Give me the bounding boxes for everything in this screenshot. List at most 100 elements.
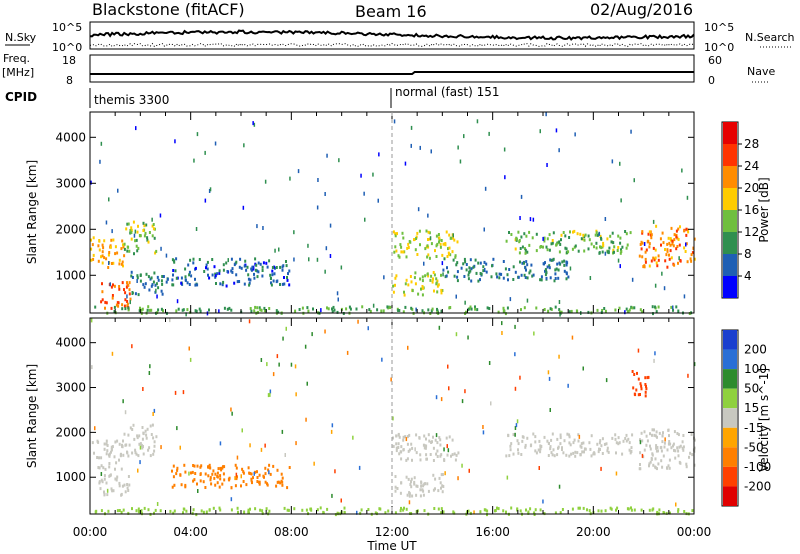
heatmap-cell — [197, 489, 199, 493]
heatmap-cell — [607, 450, 610, 454]
heatmap-cell — [352, 435, 354, 440]
heatmap-cell — [153, 408, 156, 413]
heatmap-cell — [231, 267, 234, 271]
heatmap-cell — [419, 494, 422, 498]
heatmap-cell — [441, 289, 444, 292]
heatmap-cell — [630, 508, 633, 512]
heatmap-cell — [662, 454, 665, 458]
heatmap-cell — [425, 457, 428, 461]
heatmap-cell — [143, 506, 146, 510]
heatmap-cell — [124, 307, 127, 311]
heatmap-cell — [619, 236, 622, 240]
heatmap-cell — [316, 257, 319, 262]
heatmap-cell — [630, 305, 633, 309]
heatmap-cell — [442, 485, 445, 488]
heatmap-cell — [663, 445, 666, 449]
cpid-label: CPID — [5, 90, 37, 104]
heatmap-cell — [612, 241, 615, 245]
heatmap-cell — [249, 443, 251, 448]
heatmap-cell — [473, 510, 475, 515]
power-colorbar-step — [723, 254, 737, 276]
heatmap-cell — [514, 352, 516, 357]
heatmap-cell — [659, 237, 662, 241]
heatmap-cell — [147, 240, 150, 244]
heatmap-cell — [636, 371, 638, 375]
heatmap-cell — [549, 276, 552, 280]
heatmap-cell — [545, 112, 547, 117]
heatmap-cell — [625, 232, 628, 236]
heatmap-cell — [94, 510, 97, 514]
heatmap-cell — [144, 282, 147, 286]
heatmap-cell — [517, 275, 520, 279]
heatmap-cell — [532, 273, 535, 277]
heatmap-cell — [535, 232, 538, 236]
heatmap-cell — [179, 445, 181, 450]
heatmap-cell — [340, 265, 343, 270]
heatmap-cell — [145, 433, 148, 437]
heatmap-cell — [621, 452, 624, 456]
heatmap-cell — [549, 258, 552, 262]
heatmap-cell — [421, 309, 424, 313]
heatmap-cell — [426, 255, 429, 259]
heatmap-cell — [204, 150, 206, 155]
heatmap-cell — [105, 301, 108, 305]
heatmap-cell — [280, 472, 283, 476]
heatmap-cell — [653, 358, 655, 363]
heatmap-cell — [270, 283, 273, 287]
heatmap-cell — [596, 442, 599, 446]
heatmap-cell — [490, 401, 492, 406]
heatmap-cell — [214, 483, 217, 487]
heatmap-cell — [601, 250, 604, 254]
heatmap-cell — [533, 331, 535, 336]
heatmap-cell — [569, 230, 571, 234]
heatmap-cell — [639, 393, 641, 396]
heatmap-cell — [226, 307, 229, 311]
heatmap-cell — [100, 456, 103, 460]
heatmap-cell — [138, 309, 141, 313]
heatmap-cell — [573, 229, 576, 233]
heatmap-cell — [666, 242, 669, 246]
noise-left-tick-bottom: 10^0 — [52, 41, 82, 54]
heatmap-cell — [392, 444, 395, 448]
heatmap-cell — [411, 446, 414, 450]
heatmap-cell — [172, 511, 175, 515]
heatmap-cell — [479, 278, 481, 282]
heatmap-cell — [524, 265, 527, 269]
heatmap-cell — [648, 245, 651, 249]
heatmap-cell — [426, 272, 429, 276]
heatmap-cell — [470, 279, 473, 283]
heatmap-cell — [91, 441, 94, 445]
heatmap-cell — [290, 362, 293, 367]
heatmap-cell — [626, 507, 629, 511]
heatmap-cell — [127, 222, 130, 226]
heatmap-cell — [403, 506, 405, 510]
heatmap-cell — [283, 506, 286, 510]
heatmap-cell — [414, 282, 417, 286]
heatmap-cell — [624, 310, 626, 315]
heatmap-cell — [100, 300, 103, 304]
heatmap-cell — [482, 425, 484, 429]
heatmap-cell — [271, 269, 274, 273]
heatmap-cell — [288, 269, 291, 273]
heatmap-cell — [242, 480, 245, 483]
x-tick-label: 08:00 — [274, 525, 309, 539]
heatmap-cell — [501, 321, 503, 326]
heatmap-cell — [397, 309, 400, 312]
heatmap-cell — [644, 260, 647, 264]
velocity-colorbar-label: Velocity [m s^-1] — [757, 368, 771, 472]
heatmap-cell — [681, 168, 683, 173]
heatmap-cell — [116, 439, 119, 443]
heatmap-cell — [529, 507, 532, 511]
heatmap-cell — [601, 437, 604, 441]
y-tick-label: 2000 — [55, 425, 86, 439]
heatmap-cell — [655, 261, 658, 265]
heatmap-cell — [186, 281, 189, 285]
heatmap-cell — [599, 234, 602, 238]
heatmap-cell — [242, 471, 245, 475]
heatmap-cell — [230, 269, 233, 273]
heatmap-cell — [116, 475, 119, 479]
heatmap-cell — [261, 265, 264, 269]
heatmap-cell — [559, 433, 562, 437]
heatmap-cell — [431, 280, 434, 284]
heatmap-cell — [146, 236, 149, 240]
